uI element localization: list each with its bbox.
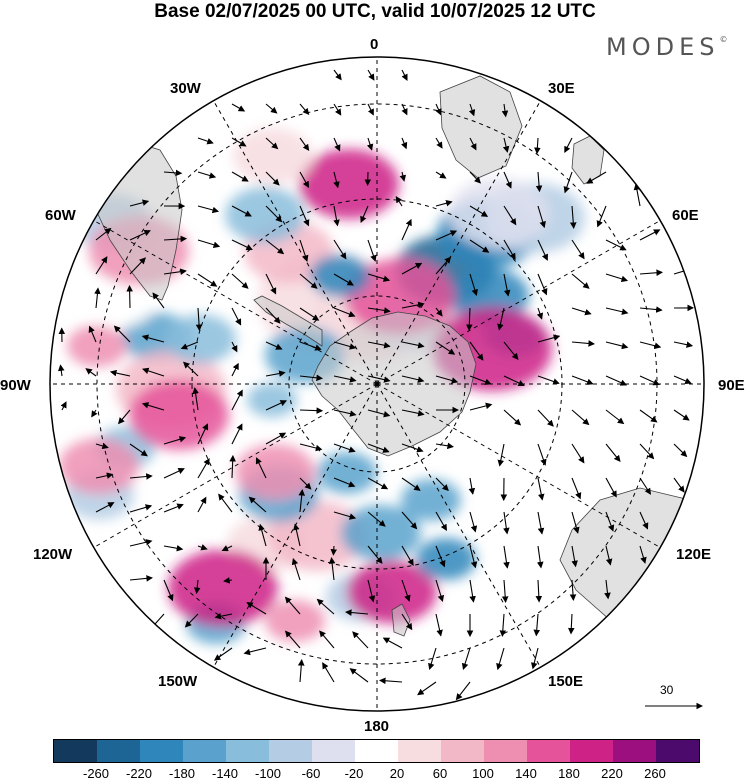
colorbar-tick-label: 60 (433, 766, 447, 781)
anomaly-region (166, 315, 236, 364)
colorbar-tick-label: -260 (83, 766, 109, 781)
lon-label-120w: 120W (33, 546, 72, 563)
colorbar-tick-label: -140 (212, 766, 238, 781)
colorbar-tick-label: -60 (302, 766, 321, 781)
colorbar-swatch (441, 740, 484, 762)
colorbar-swatch (140, 740, 183, 762)
colorbar-tick-label: 180 (558, 766, 580, 781)
anomaly-region (449, 178, 549, 248)
colorbar-swatch (97, 740, 140, 762)
colorbar-swatch (613, 740, 656, 762)
south-pole-marker (375, 382, 380, 387)
colorbar-swatch (570, 740, 613, 762)
anomaly-region (317, 452, 377, 494)
anomaly-region (265, 600, 325, 642)
lon-label-60w: 60W (45, 207, 76, 224)
colorbar-tick-label: 20 (390, 766, 404, 781)
lon-label-60e: 60E (672, 207, 699, 224)
lon-label-180: 180 (364, 718, 389, 735)
colorbar-swatch (269, 740, 312, 762)
wind-vector (333, 546, 334, 555)
colorbar-ticks: -260 -220 -180 -140 -100 -60 -20 20 60 100 140 180 2… (0, 766, 750, 784)
colorbar-tick-label: -100 (255, 766, 281, 781)
anomaly-region (310, 255, 370, 297)
lon-label-90e: 90E (718, 377, 745, 394)
lon-label-0: 0 (370, 36, 378, 53)
lon-label-90w: 90W (0, 377, 31, 394)
anomaly-region (225, 187, 305, 243)
anomaly-region (59, 438, 139, 494)
reference-vector-label: 30 (660, 683, 673, 697)
anomaly-region (401, 479, 461, 521)
colorbar-swatch (312, 740, 355, 762)
colorbar-tick-label: -220 (126, 766, 152, 781)
wind-vector (130, 286, 131, 308)
anomaly-region (235, 444, 315, 500)
lon-label-30e: 30E (548, 80, 575, 97)
colorbar-swatch (484, 740, 527, 762)
colorbar-tick-label: 100 (472, 766, 494, 781)
colorbar-swatch (355, 740, 398, 762)
colorbar-tick-label: 220 (601, 766, 623, 781)
colorbar-swatch (183, 740, 226, 762)
lon-label-30w: 30W (170, 80, 201, 97)
lon-label-150e: 150E (548, 673, 583, 690)
lon-label-120e: 120E (676, 546, 711, 563)
colorbar-tick-label: 140 (515, 766, 537, 781)
colorbar-swatch (527, 740, 570, 762)
colorbar (53, 739, 700, 763)
colorbar-swatch (54, 740, 97, 762)
anomaly-region (67, 325, 127, 367)
colorbar-swatch (656, 740, 699, 762)
anomaly-region (299, 149, 399, 219)
colorbar-swatch (398, 740, 441, 762)
colorbar-tick-label: 260 (644, 766, 666, 781)
colorbar-tick-label: -180 (169, 766, 195, 781)
colorbar-tick-label: -20 (345, 766, 364, 781)
anomaly-region (233, 128, 313, 184)
colorbar-swatch (226, 740, 269, 762)
anomaly-region (416, 538, 476, 580)
lon-label-150w: 150W (158, 673, 197, 690)
